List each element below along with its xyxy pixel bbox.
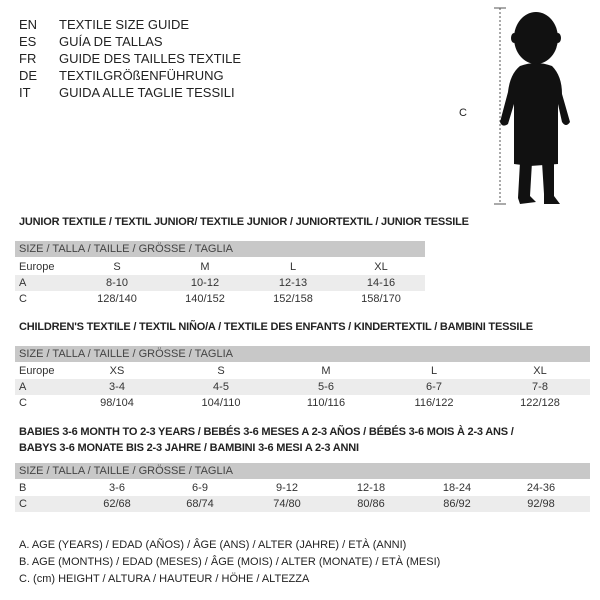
children-size-table: SIZE / TALLA / TAILLE / GRÖSSE / TAGLIA … [15,346,590,411]
table-header: SIZE / TALLA / TAILLE / GRÖSSE / TAGLIA [15,346,590,362]
junior-title: JUNIOR TEXTILE / TEXTIL JUNIOR/ TEXTILE … [19,216,469,228]
table-row: Europe S M L XL [19,261,388,273]
table-row: A 8-10 10-12 12-13 14-16 [15,275,425,291]
legend-a: A. AGE (YEARS) / EDAD (AÑOS) / ÂGE (ANS)… [19,539,407,551]
junior-size-table: SIZE / TALLA / TAILLE / GRÖSSE / TAGLIA … [15,241,425,307]
lang-fr: FR GUIDE DES TAILLES TEXTILE [19,51,242,66]
table-row: B 3-6 6-9 9-12 12-18 18-24 24-36 [19,482,556,494]
lang-en: EN TEXTILE SIZE GUIDE [19,17,190,32]
legend-b: B. AGE (MONTHS) / EDAD (MESES) / ÂGE (MO… [19,556,441,568]
table-row: Europe XS S M L XL [19,365,547,377]
table-header: SIZE / TALLA / TAILLE / GRÖSSE / TAGLIA [15,463,590,479]
measure-label: C [459,107,467,119]
table-row: C 128/140 140/152 152/158 158/170 [19,293,401,305]
lang-de: DE TEXTILGRÖßENFÜHRUNG [19,68,224,83]
legend-c: C. (cm) HEIGHT / ALTURA / HAUTEUR / HÖHE… [19,573,310,585]
table-row: C 98/104 104/110 110/116 116/122 122/128 [19,397,560,409]
lang-it: IT GUIDA ALLE TAGLIE TESSILI [19,85,235,100]
babies-size-table: SIZE / TALLA / TAILLE / GRÖSSE / TAGLIA … [15,463,590,512]
table-row: A 3-4 4-5 5-6 6-7 7-8 [15,379,590,395]
children-title: CHILDREN'S TEXTILE / TEXTIL NIÑO/A / TEX… [19,321,533,333]
table-header: SIZE / TALLA / TAILLE / GRÖSSE / TAGLIA [15,241,425,257]
babies-title-line1: BABIES 3-6 MONTH TO 2-3 YEARS / BEBÉS 3-… [19,426,514,438]
lang-es: ES GUÍA DE TALLAS [19,34,163,49]
babies-title-line2: BABYS 3-6 MONATE BIS 2-3 JAHRE / BAMBINI… [19,442,359,454]
table-row: C 62/68 68/74 74/80 80/86 86/92 92/98 [15,496,590,512]
child-silhouette-icon [494,7,570,205]
